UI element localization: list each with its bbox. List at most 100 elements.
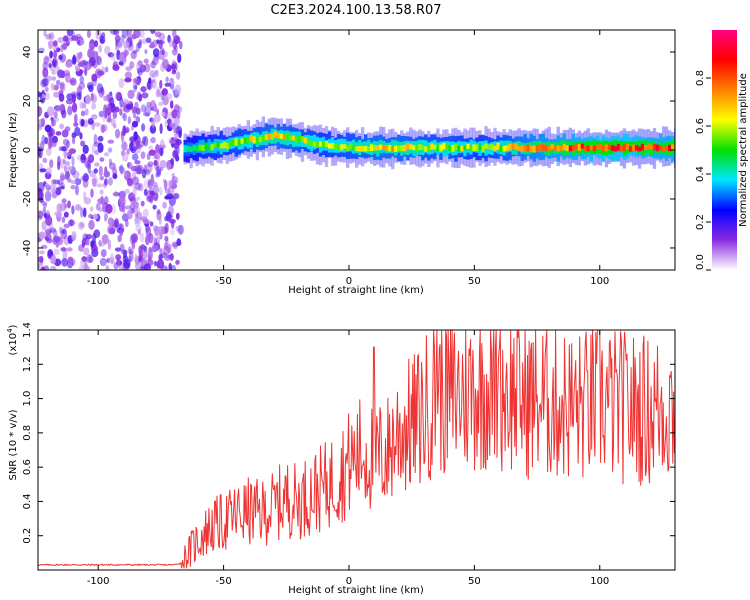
ridge-cell bbox=[358, 146, 362, 152]
noise-speckle bbox=[40, 117, 46, 127]
noise-speckle bbox=[88, 213, 93, 219]
noise-speckle bbox=[148, 145, 153, 150]
noise-speckle bbox=[174, 36, 180, 45]
noise-speckle bbox=[174, 84, 182, 95]
noise-speckle bbox=[150, 30, 156, 34]
noise-speckle bbox=[159, 123, 163, 135]
noise-speckle bbox=[92, 177, 97, 187]
noise-speckle bbox=[66, 30, 73, 37]
ridge-cell bbox=[658, 145, 663, 151]
ridge-cell bbox=[445, 144, 449, 151]
ridge-cell bbox=[204, 142, 208, 150]
noise-speckle bbox=[87, 48, 93, 59]
ridge-cell bbox=[529, 145, 533, 152]
noise-speckle bbox=[79, 39, 85, 46]
noise-speckle bbox=[62, 159, 66, 165]
svg-text:(x104): (x104) bbox=[6, 324, 19, 355]
noise-speckle bbox=[153, 186, 160, 194]
noise-speckle bbox=[39, 191, 44, 200]
noise-speckle bbox=[56, 203, 62, 214]
noise-speckle bbox=[62, 35, 69, 42]
ridge-cell bbox=[665, 145, 669, 151]
colorbar: 0.0 0.2 0.4 0.6 0.8 Normalized spectral ampl… bbox=[695, 30, 749, 271]
ridge-cell bbox=[370, 144, 374, 151]
ridge-cell bbox=[463, 145, 467, 151]
ridge-cell bbox=[640, 143, 645, 151]
noise-speckle bbox=[82, 207, 87, 218]
noise-speckle bbox=[136, 164, 144, 175]
spectrogram-y-axis-label: Frequency (Hz) bbox=[8, 112, 19, 188]
noise-speckle bbox=[91, 114, 98, 120]
noise-speckle bbox=[127, 161, 133, 169]
noise-speckle bbox=[112, 173, 118, 180]
noise-speckle bbox=[64, 203, 68, 209]
noise-speckle bbox=[167, 118, 172, 125]
noise-speckle bbox=[52, 44, 59, 52]
noise-speckle bbox=[130, 233, 138, 243]
noise-speckle bbox=[47, 40, 55, 48]
noise-speckle bbox=[51, 76, 57, 81]
ridge-cell bbox=[333, 144, 338, 150]
noise-speckle bbox=[75, 184, 79, 196]
noise-speckle bbox=[66, 247, 73, 252]
noise-speckle bbox=[50, 83, 55, 91]
noise-speckle bbox=[68, 219, 75, 227]
noise-speckle bbox=[38, 210, 44, 219]
noise-speckle bbox=[141, 136, 147, 145]
noise-speckle bbox=[38, 231, 46, 240]
noise-speckle bbox=[126, 209, 133, 220]
noise-speckle bbox=[52, 138, 57, 148]
noise-speckle bbox=[142, 250, 148, 259]
noise-speckle bbox=[79, 101, 85, 109]
ridge-cell bbox=[553, 145, 557, 151]
ridge-cell bbox=[255, 136, 259, 144]
ridge-cell bbox=[427, 146, 431, 152]
noise-speckle bbox=[57, 179, 64, 186]
ridge-cell bbox=[541, 144, 545, 151]
ridge-cell bbox=[412, 145, 416, 151]
noise-speckle bbox=[119, 243, 125, 253]
noise-speckle bbox=[164, 82, 172, 87]
noise-speckle bbox=[123, 171, 128, 177]
ridge-cell bbox=[240, 138, 244, 144]
noise-speckle bbox=[155, 236, 160, 247]
ridge-cell bbox=[580, 143, 584, 149]
colorbar-ticks: 0.0 0.2 0.4 0.6 0.8 bbox=[695, 70, 711, 271]
noise-speckle bbox=[104, 45, 111, 55]
ridge-cell bbox=[361, 145, 365, 152]
noise-speckle bbox=[172, 150, 178, 159]
noise-speckle bbox=[172, 30, 177, 39]
noise-speckle bbox=[71, 156, 75, 167]
noise-speckle bbox=[156, 259, 165, 269]
noise-speckle bbox=[121, 30, 129, 39]
noise-speckle bbox=[79, 75, 85, 84]
ridge-cell bbox=[339, 144, 344, 151]
ridge-cell bbox=[258, 136, 262, 143]
noise-speckle bbox=[134, 101, 139, 109]
ridge-cell bbox=[538, 143, 542, 151]
noise-speckle bbox=[162, 201, 168, 209]
noise-speckle bbox=[171, 172, 175, 180]
spectrogram-y-tick-label: 40 bbox=[22, 46, 33, 59]
noise-speckle bbox=[100, 249, 107, 258]
noise-speckle bbox=[90, 188, 94, 198]
noise-speckle bbox=[124, 188, 130, 194]
ridge-cell bbox=[403, 144, 407, 152]
noise-speckle bbox=[61, 198, 67, 203]
noise-speckle bbox=[45, 228, 52, 235]
noise-speckle bbox=[164, 256, 171, 261]
noise-speckle bbox=[46, 226, 53, 232]
ridge-cell bbox=[484, 143, 488, 149]
ridge-cell bbox=[589, 145, 593, 151]
ridge-cell bbox=[364, 146, 368, 152]
noise-speckle bbox=[162, 144, 166, 149]
noise-speckle bbox=[44, 92, 50, 101]
spectrogram-x-axis-label: Height of straight line (km) bbox=[288, 285, 424, 296]
noise-speckle bbox=[93, 133, 98, 145]
ridge-cell bbox=[502, 146, 506, 152]
snr-x-ticks: -100 -50 0 50 100 bbox=[87, 330, 609, 587]
ridge-cell bbox=[469, 145, 473, 151]
noise-speckle bbox=[125, 128, 129, 133]
ridge-cell bbox=[276, 132, 280, 139]
ridge-cell bbox=[493, 146, 497, 151]
